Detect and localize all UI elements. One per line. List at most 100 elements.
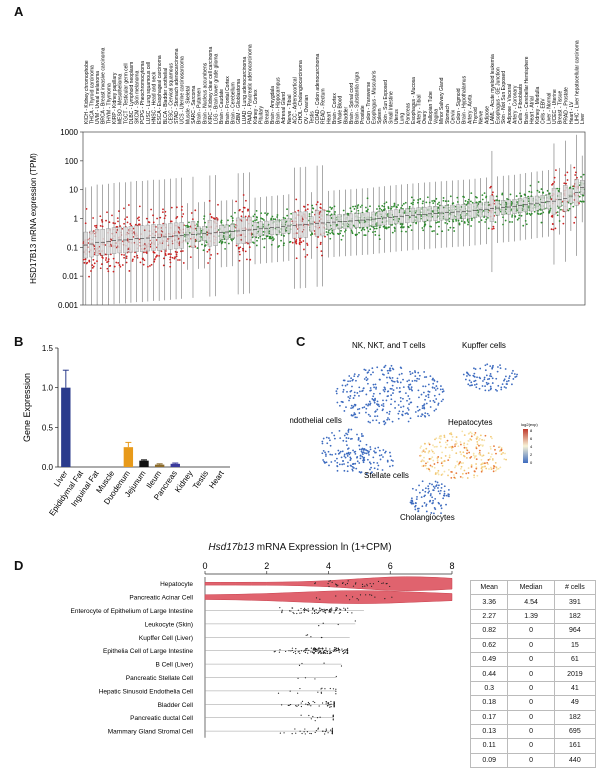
data-point <box>123 254 125 256</box>
cell-point <box>350 389 353 392</box>
cell-type-label: Epithelia Cell of Large Intestine <box>103 648 193 655</box>
cell-point <box>494 469 497 472</box>
category-label: Pancreas <box>405 102 411 124</box>
cell-point <box>439 492 441 495</box>
data-point <box>237 246 240 249</box>
cell-point <box>460 453 463 456</box>
cell-point <box>475 466 478 469</box>
data-point <box>208 200 211 202</box>
cell-point <box>478 449 481 452</box>
cell-point <box>440 507 443 510</box>
header-cells: # cells <box>553 579 597 596</box>
expression-point <box>313 651 315 654</box>
data-point <box>142 258 144 261</box>
data-point <box>158 254 161 257</box>
expression-point <box>323 662 325 664</box>
cell-point <box>480 470 483 473</box>
cell-point <box>448 454 451 457</box>
cell-point <box>487 452 490 455</box>
cell-point <box>475 386 478 389</box>
expression-point <box>289 690 291 692</box>
cell-point <box>382 402 385 405</box>
data-point <box>557 190 560 193</box>
data-point <box>162 208 164 211</box>
data-point <box>308 213 311 215</box>
data-point <box>404 201 407 204</box>
x-tick-label: 0 <box>202 561 207 571</box>
data-point <box>224 241 227 244</box>
cell-point <box>440 457 443 459</box>
cell-point <box>443 459 446 462</box>
expression-point <box>384 598 386 600</box>
cell-point <box>380 369 383 371</box>
cell-point <box>463 469 466 472</box>
cell-point <box>427 396 430 399</box>
expression-point <box>314 647 317 650</box>
data-point <box>464 200 467 202</box>
cell-point <box>433 445 436 448</box>
cell-point <box>363 406 366 409</box>
category-label: Ovary <box>422 110 428 124</box>
data-point <box>215 216 218 219</box>
data-point <box>381 204 384 207</box>
cell-point <box>427 442 430 444</box>
data-point <box>291 241 294 244</box>
cell-point <box>489 365 492 368</box>
cell-point <box>350 377 353 380</box>
data-point <box>136 217 139 220</box>
cell-point <box>394 400 396 403</box>
expression-point <box>327 702 329 704</box>
cell-point <box>382 405 385 408</box>
cell-point <box>369 421 371 424</box>
cell-point <box>414 504 417 507</box>
cell-point <box>323 461 326 464</box>
data-point <box>147 265 149 268</box>
data-point <box>402 226 405 228</box>
data-point <box>164 252 167 255</box>
data-point <box>446 222 449 225</box>
data-point <box>412 201 414 204</box>
data-point <box>340 238 343 241</box>
expression-point <box>312 608 314 611</box>
cell-point <box>411 389 413 392</box>
expression-point <box>333 705 335 707</box>
cell-point <box>346 383 349 386</box>
cell-point <box>476 443 479 446</box>
data-point <box>112 222 115 224</box>
data-point <box>467 200 469 203</box>
data-point <box>339 232 342 235</box>
expression-point <box>347 607 349 609</box>
cell-point <box>425 447 428 450</box>
data-point <box>220 242 223 245</box>
cell-type-label: Hepatic Sinusoid Endothelia Cell <box>99 688 194 695</box>
cell-count: 695 <box>553 723 597 740</box>
data-point <box>350 229 353 232</box>
data-point <box>255 209 258 212</box>
data-point <box>548 192 551 195</box>
cell-point <box>381 469 384 471</box>
expression-point <box>321 636 323 639</box>
data-point <box>164 210 167 213</box>
legend-tick: 4 <box>530 444 533 449</box>
expression-point <box>307 701 309 704</box>
expression-point <box>342 652 344 655</box>
data-point <box>470 219 473 222</box>
expression-point <box>288 704 290 706</box>
cell-point <box>398 373 401 376</box>
cell-point <box>427 485 430 488</box>
cell-point <box>437 484 440 487</box>
cell-point <box>429 457 432 460</box>
cell-point <box>479 444 482 446</box>
cell-point <box>444 446 447 449</box>
cell-point <box>489 456 492 458</box>
expression-point <box>278 651 281 653</box>
cell-point <box>370 389 372 392</box>
cell-median: 0 <box>507 637 555 653</box>
bar <box>154 464 165 467</box>
category-label: Artery - Tibial <box>417 95 423 124</box>
cell-point <box>423 502 426 504</box>
legend-tick: 0 <box>530 460 533 465</box>
legend-title: log2(exp) <box>521 422 538 427</box>
data-point <box>451 202 454 205</box>
